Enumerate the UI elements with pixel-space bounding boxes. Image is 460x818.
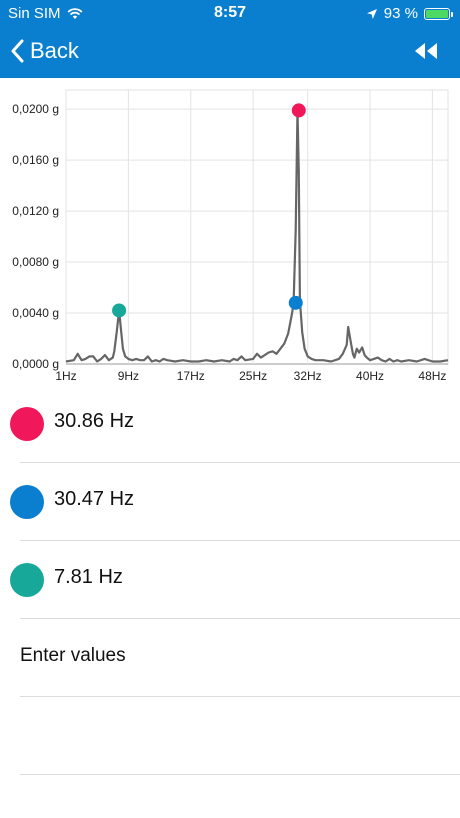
nav-bar: Back (0, 28, 460, 78)
chart-grid (65, 89, 449, 365)
chevron-left-icon (11, 39, 24, 63)
y-tick-label: 0,0160 g (12, 153, 59, 167)
enter-values-row[interactable]: Enter values (0, 619, 460, 697)
peak-label: 30.86 Hz (54, 410, 135, 432)
frequency-chart: 0,0000 g 0,0040 g 0,0080 g 0,0120 g 0,0160 g… (12, 89, 449, 383)
peak-color-dot (10, 485, 44, 519)
back-label: Back (30, 38, 79, 63)
x-tick-label: 40Hz (356, 369, 384, 383)
divider (20, 618, 460, 619)
plot-frame (65, 89, 449, 365)
battery-percent: 93 % (383, 5, 418, 22)
clock: 8:57 (213, 4, 247, 21)
empty-row (0, 697, 460, 775)
y-tick-label: 0,0200 g (12, 102, 59, 116)
status-right: 93 % (366, 5, 453, 22)
y-tick-label: 0,0000 g (12, 357, 59, 371)
y-tick-label: 0,0080 g (12, 255, 59, 269)
divider (20, 774, 460, 775)
peak-row-2[interactable]: 30.47 Hz (0, 463, 460, 541)
location-arrow-icon (366, 8, 377, 19)
rewind-icon (415, 43, 437, 59)
peak-marker[interactable] (291, 103, 306, 118)
divider (20, 540, 460, 541)
enter-values-label: Enter values (20, 645, 126, 666)
peak-label: 30.47 Hz (54, 488, 135, 510)
carrier-label: Sin SIM (8, 5, 61, 22)
back-button[interactable]: Back (10, 38, 79, 64)
y-tick-label: 0,0040 g (12, 306, 59, 320)
peak-row-1[interactable]: 30.86 Hz (0, 385, 460, 463)
x-tick-label: 1Hz (55, 369, 76, 383)
battery-fill (426, 9, 449, 18)
battery-icon (424, 7, 453, 20)
peak-marker[interactable] (288, 295, 303, 310)
x-axis-ticks: 1Hz 9Hz 17Hz 25Hz 32Hz 40Hz 48Hz (55, 369, 446, 383)
peak-markers (112, 103, 306, 318)
x-tick-label: 25Hz (239, 369, 267, 383)
peak-color-dot (10, 407, 44, 441)
status-bar: Sin SIM 8:57 93 % (0, 0, 460, 28)
x-tick-label: 32Hz (294, 369, 322, 383)
divider (20, 696, 460, 697)
peak-marker[interactable] (112, 303, 127, 318)
peak-color-dot (10, 563, 44, 597)
x-tick-label: 48Hz (418, 369, 446, 383)
divider (20, 462, 460, 463)
x-tick-label: 9Hz (118, 369, 139, 383)
y-axis-ticks: 0,0000 g 0,0040 g 0,0080 g 0,0120 g 0,0160 g… (12, 102, 59, 371)
status-left: Sin SIM (8, 5, 83, 22)
rewind-button[interactable] (414, 42, 438, 65)
wifi-icon (67, 7, 82, 19)
spectrum-line (65, 109, 449, 363)
peak-label: 7.81 Hz (54, 566, 123, 588)
x-tick-label: 17Hz (177, 369, 205, 383)
peak-row-3[interactable]: 7.81 Hz (0, 541, 460, 619)
y-tick-label: 0,0120 g (12, 204, 59, 218)
